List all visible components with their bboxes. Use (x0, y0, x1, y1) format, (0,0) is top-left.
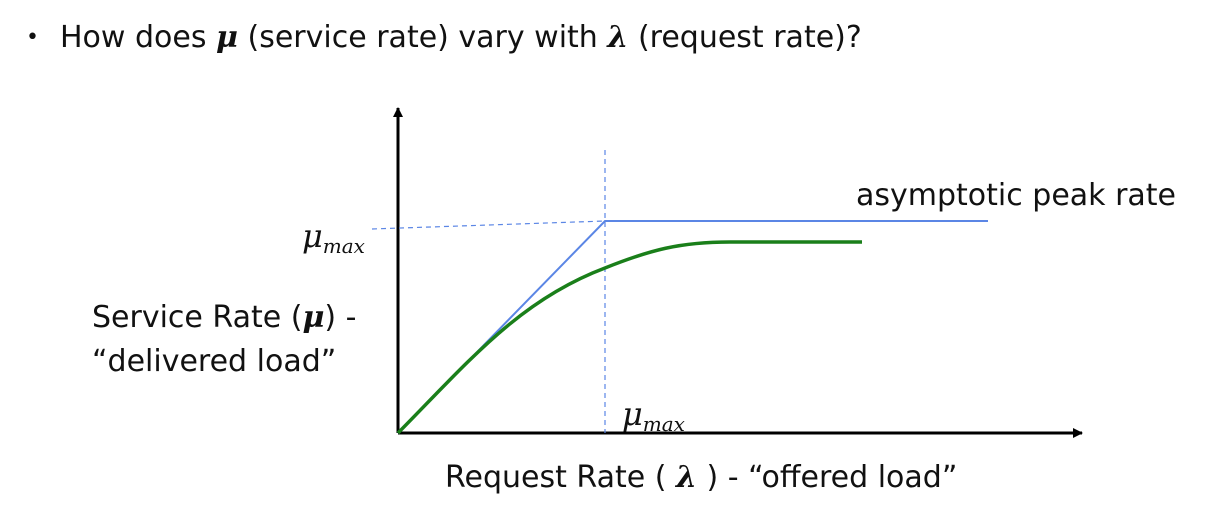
y-axis-label-end: ) - (324, 300, 357, 335)
x-axis-label-end: ) - “offered load” (697, 460, 958, 495)
x-marker-sub: max (642, 412, 685, 436)
y-marker-mu-max: μmax (302, 216, 365, 266)
bullet-middle: (service rate) vary with (237, 20, 608, 55)
x-axis-label: Request Rate ( λ ) - “offered load” (445, 458, 957, 498)
mu-symbol: μ (216, 20, 238, 55)
y-marker-sub: max (322, 234, 365, 258)
y-axis-label-start: Service Rate ( (92, 300, 303, 335)
bullet-prefix: How does (60, 20, 217, 55)
y-axis-label-mu: μ (302, 300, 325, 335)
bullet-dot-icon: • (26, 25, 39, 50)
asymptote-label: asymptotic peak rate (856, 178, 1177, 213)
ideal-curve (397, 220, 988, 434)
x-axis-label-lambda: λ (675, 460, 698, 495)
y-marker-mu: μ (302, 217, 323, 255)
bullet-suffix: (request rate)? (628, 20, 862, 55)
x-axis-label-start: Request Rate ( (445, 460, 676, 495)
question-bullet: • How does μ (service rate) vary with λ (… (26, 18, 862, 58)
lambda-symbol: λ (607, 20, 629, 55)
horizontal-guide-line (371, 220, 606, 230)
y-axis-label-line2: “delivered load” (92, 344, 337, 379)
actual-curve (396, 240, 862, 435)
y-axis-label: Service Rate (μ) - (92, 298, 357, 338)
x-marker-mu-max: μmax (622, 394, 685, 444)
x-marker-mu: μ (622, 395, 643, 433)
